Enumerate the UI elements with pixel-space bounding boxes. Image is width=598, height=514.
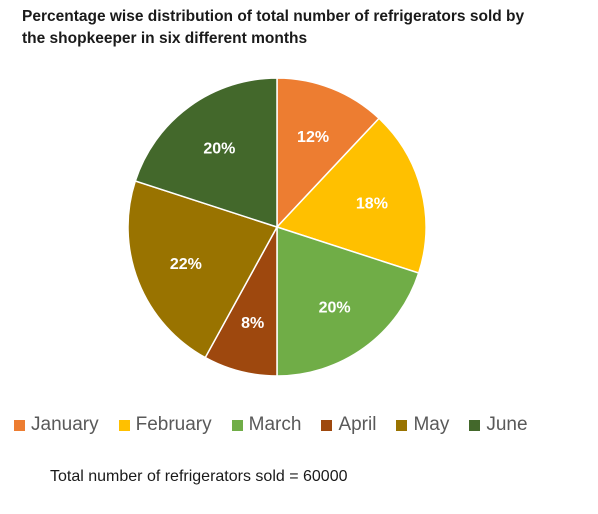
legend-item-march: March <box>231 414 302 436</box>
pie-chart: 12% 18% 20% 8% 22% 20% <box>127 77 427 377</box>
chart-title-line-1: Percentage wise distribution of total nu… <box>22 8 525 25</box>
legend-item-january: January <box>14 414 99 436</box>
pie-slice-june <box>134 77 278 229</box>
pie-slice-may <box>127 180 279 359</box>
legend-label-january: January <box>31 414 99 435</box>
legend-swatch-february <box>118 419 130 431</box>
data-label-february: 18% <box>356 196 388 213</box>
chart-title-line-2: the shopkeeper in six different months <box>22 30 308 47</box>
data-label-march: 20% <box>319 299 351 316</box>
legend-item-may: May <box>396 414 449 436</box>
data-label-january: 12% <box>297 129 329 146</box>
legend-item-february: February <box>118 414 212 436</box>
legend-item-april: April <box>321 414 376 436</box>
legend-swatch-april <box>321 419 333 431</box>
legend-label-may: May <box>413 414 450 435</box>
pie-slice-february <box>275 117 427 274</box>
pie-slice-march <box>276 225 420 377</box>
chart-legend: January February March April May June <box>14 414 594 436</box>
legend-label-june: June <box>486 414 528 435</box>
data-label-june: 20% <box>203 141 235 158</box>
legend-label-march: March <box>248 414 302 435</box>
chart-title: Percentage wise distribution of total nu… <box>22 6 582 50</box>
legend-item-june: June <box>469 414 528 436</box>
total-sold-note: Total number of refrigerators sold = 600… <box>50 468 348 485</box>
pie-slice-january <box>276 77 381 229</box>
data-label-april: 8% <box>241 315 264 332</box>
legend-label-april: April <box>338 414 377 435</box>
legend-label-february: February <box>135 414 212 435</box>
legend-swatch-march <box>231 419 243 431</box>
data-label-may: 22% <box>170 256 202 273</box>
legend-swatch-june <box>469 419 481 431</box>
legend-swatch-may <box>396 419 408 431</box>
legend-swatch-january <box>14 419 25 431</box>
